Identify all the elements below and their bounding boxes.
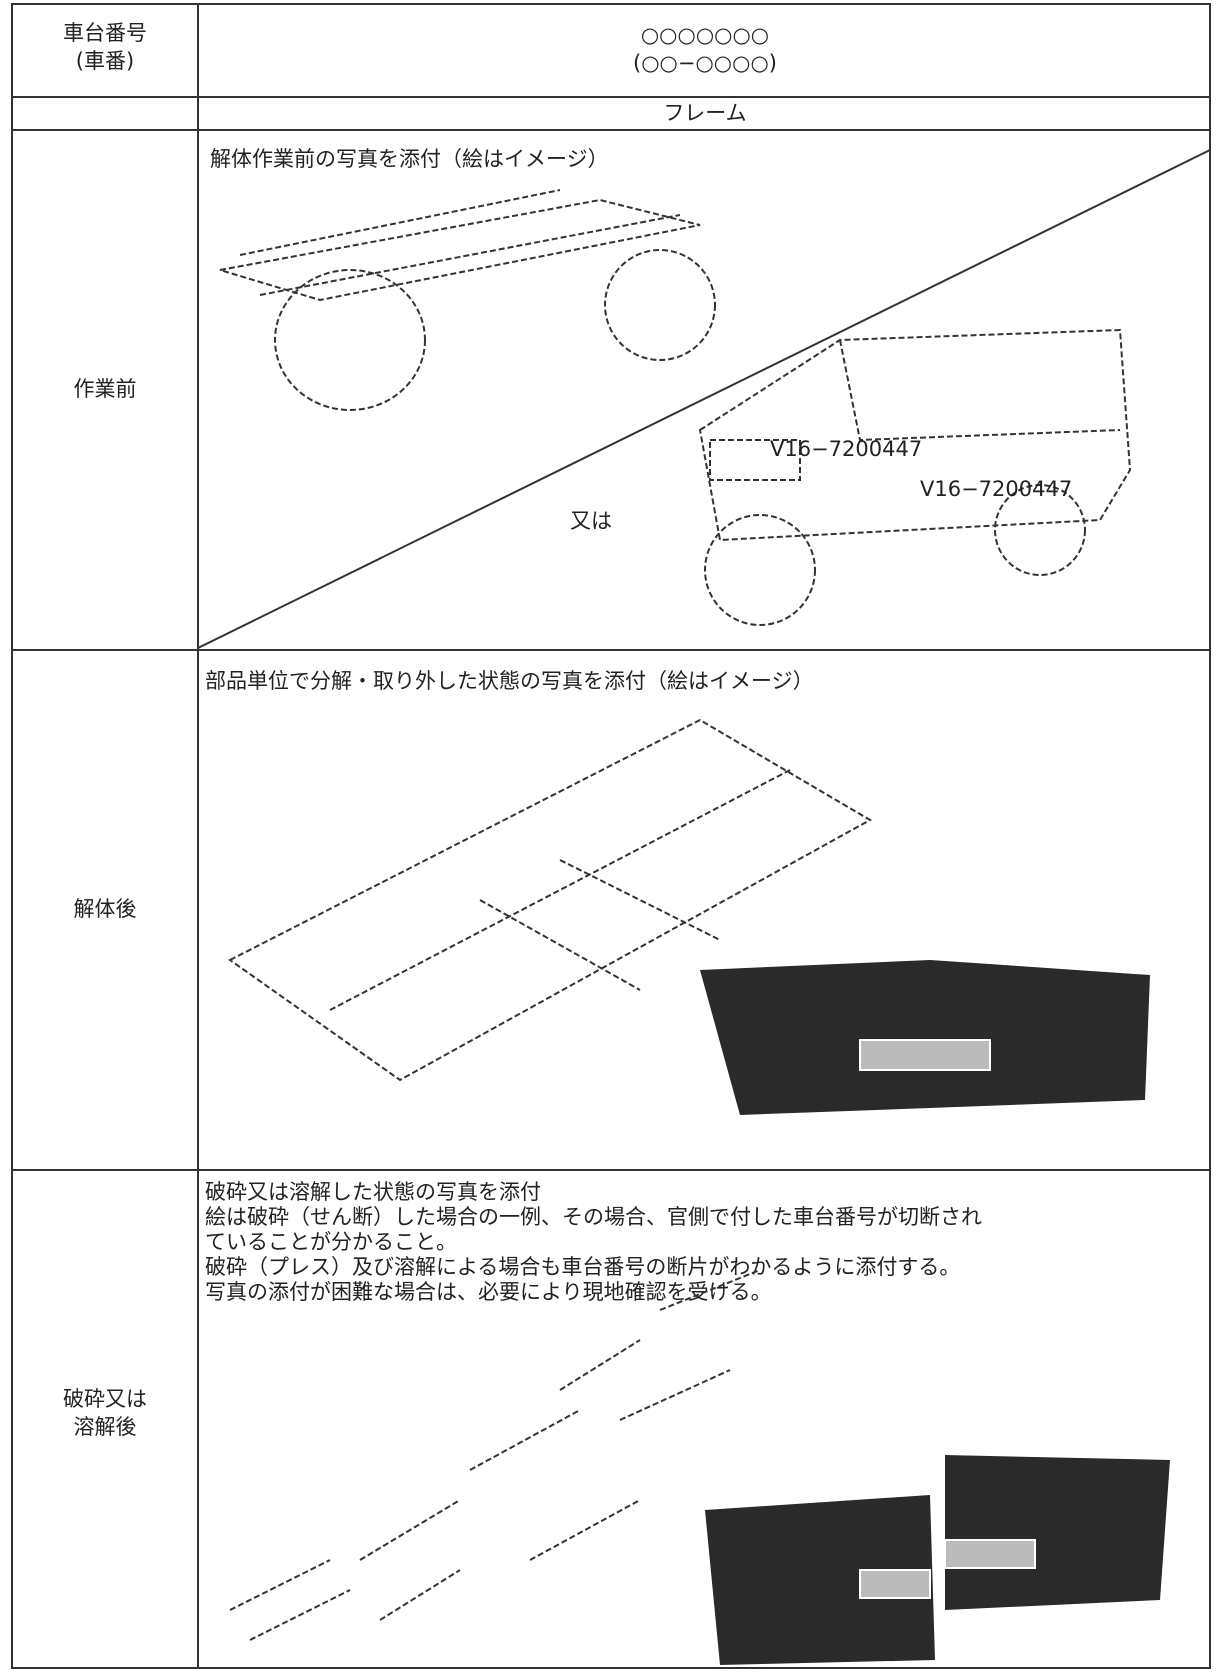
row-label: 解体後: [74, 897, 137, 921]
annotation: 又は: [570, 509, 612, 533]
frame-illustration: [228, 718, 873, 1082]
fragments-illustration: [229, 1269, 761, 1641]
vehicle-illustration: V16−7200447 V16−7200447: [698, 328, 1132, 626]
header-value: ○○○○○○○: [641, 23, 769, 47]
frame-photo: [700, 960, 1150, 1115]
row-label: 溶解後: [74, 1415, 137, 1439]
row-caption: 絵は破砕（せん断）した場合の一例、その場合、官側で付した車台番号が切断され: [205, 1205, 982, 1229]
row-caption: 破砕又は溶解した状態の写真を添付: [205, 1180, 541, 1204]
fragment-photos: [705, 1455, 1170, 1665]
row-caption: 破砕（プレス）及び溶解による場合も車台番号の断片がわかるように添付する。: [205, 1255, 960, 1279]
header-value: (○○−○○○○): [633, 51, 777, 75]
header-label: 車台番号: [63, 21, 147, 45]
row-label: 作業前: [74, 377, 137, 401]
chassis-illustration: [219, 189, 716, 411]
row-caption: 写真の添付が困難な場合は、必要により現地確認を受ける。: [205, 1280, 772, 1304]
row-caption: ていることが分かること。: [205, 1230, 457, 1254]
plate-text: V16−7200447: [770, 437, 922, 461]
subheader: フレーム: [663, 101, 746, 125]
row-caption: 解体作業前の写真を添付（絵はイメージ）: [210, 147, 609, 171]
table-grid: [11, 3, 1211, 1669]
diagonal-divider: [197, 149, 1211, 649]
plate-text: V16−7200447: [920, 477, 1072, 501]
header-label: (車番): [76, 49, 134, 73]
row-caption: 部品単位で分解・取り外した状態の写真を添付（絵はイメージ）: [205, 669, 814, 693]
row-label: 破砕又は: [63, 1387, 147, 1411]
